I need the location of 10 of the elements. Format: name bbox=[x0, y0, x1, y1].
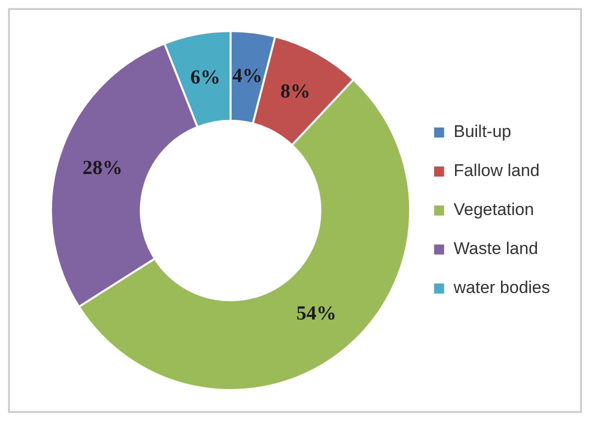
data-label: 28% bbox=[82, 157, 122, 180]
data-label: 6% bbox=[190, 66, 220, 88]
legend-label: Waste land bbox=[454, 239, 538, 258]
data-label: 4% bbox=[232, 65, 262, 88]
data-label: 8% bbox=[280, 80, 310, 103]
legend-label: water bodies bbox=[452, 278, 550, 298]
legend-label: Vegetation bbox=[454, 200, 534, 220]
legend-label: Built-up bbox=[454, 122, 512, 142]
data-label: 54% bbox=[296, 302, 336, 324]
legend-label: Fallow land bbox=[454, 161, 540, 180]
